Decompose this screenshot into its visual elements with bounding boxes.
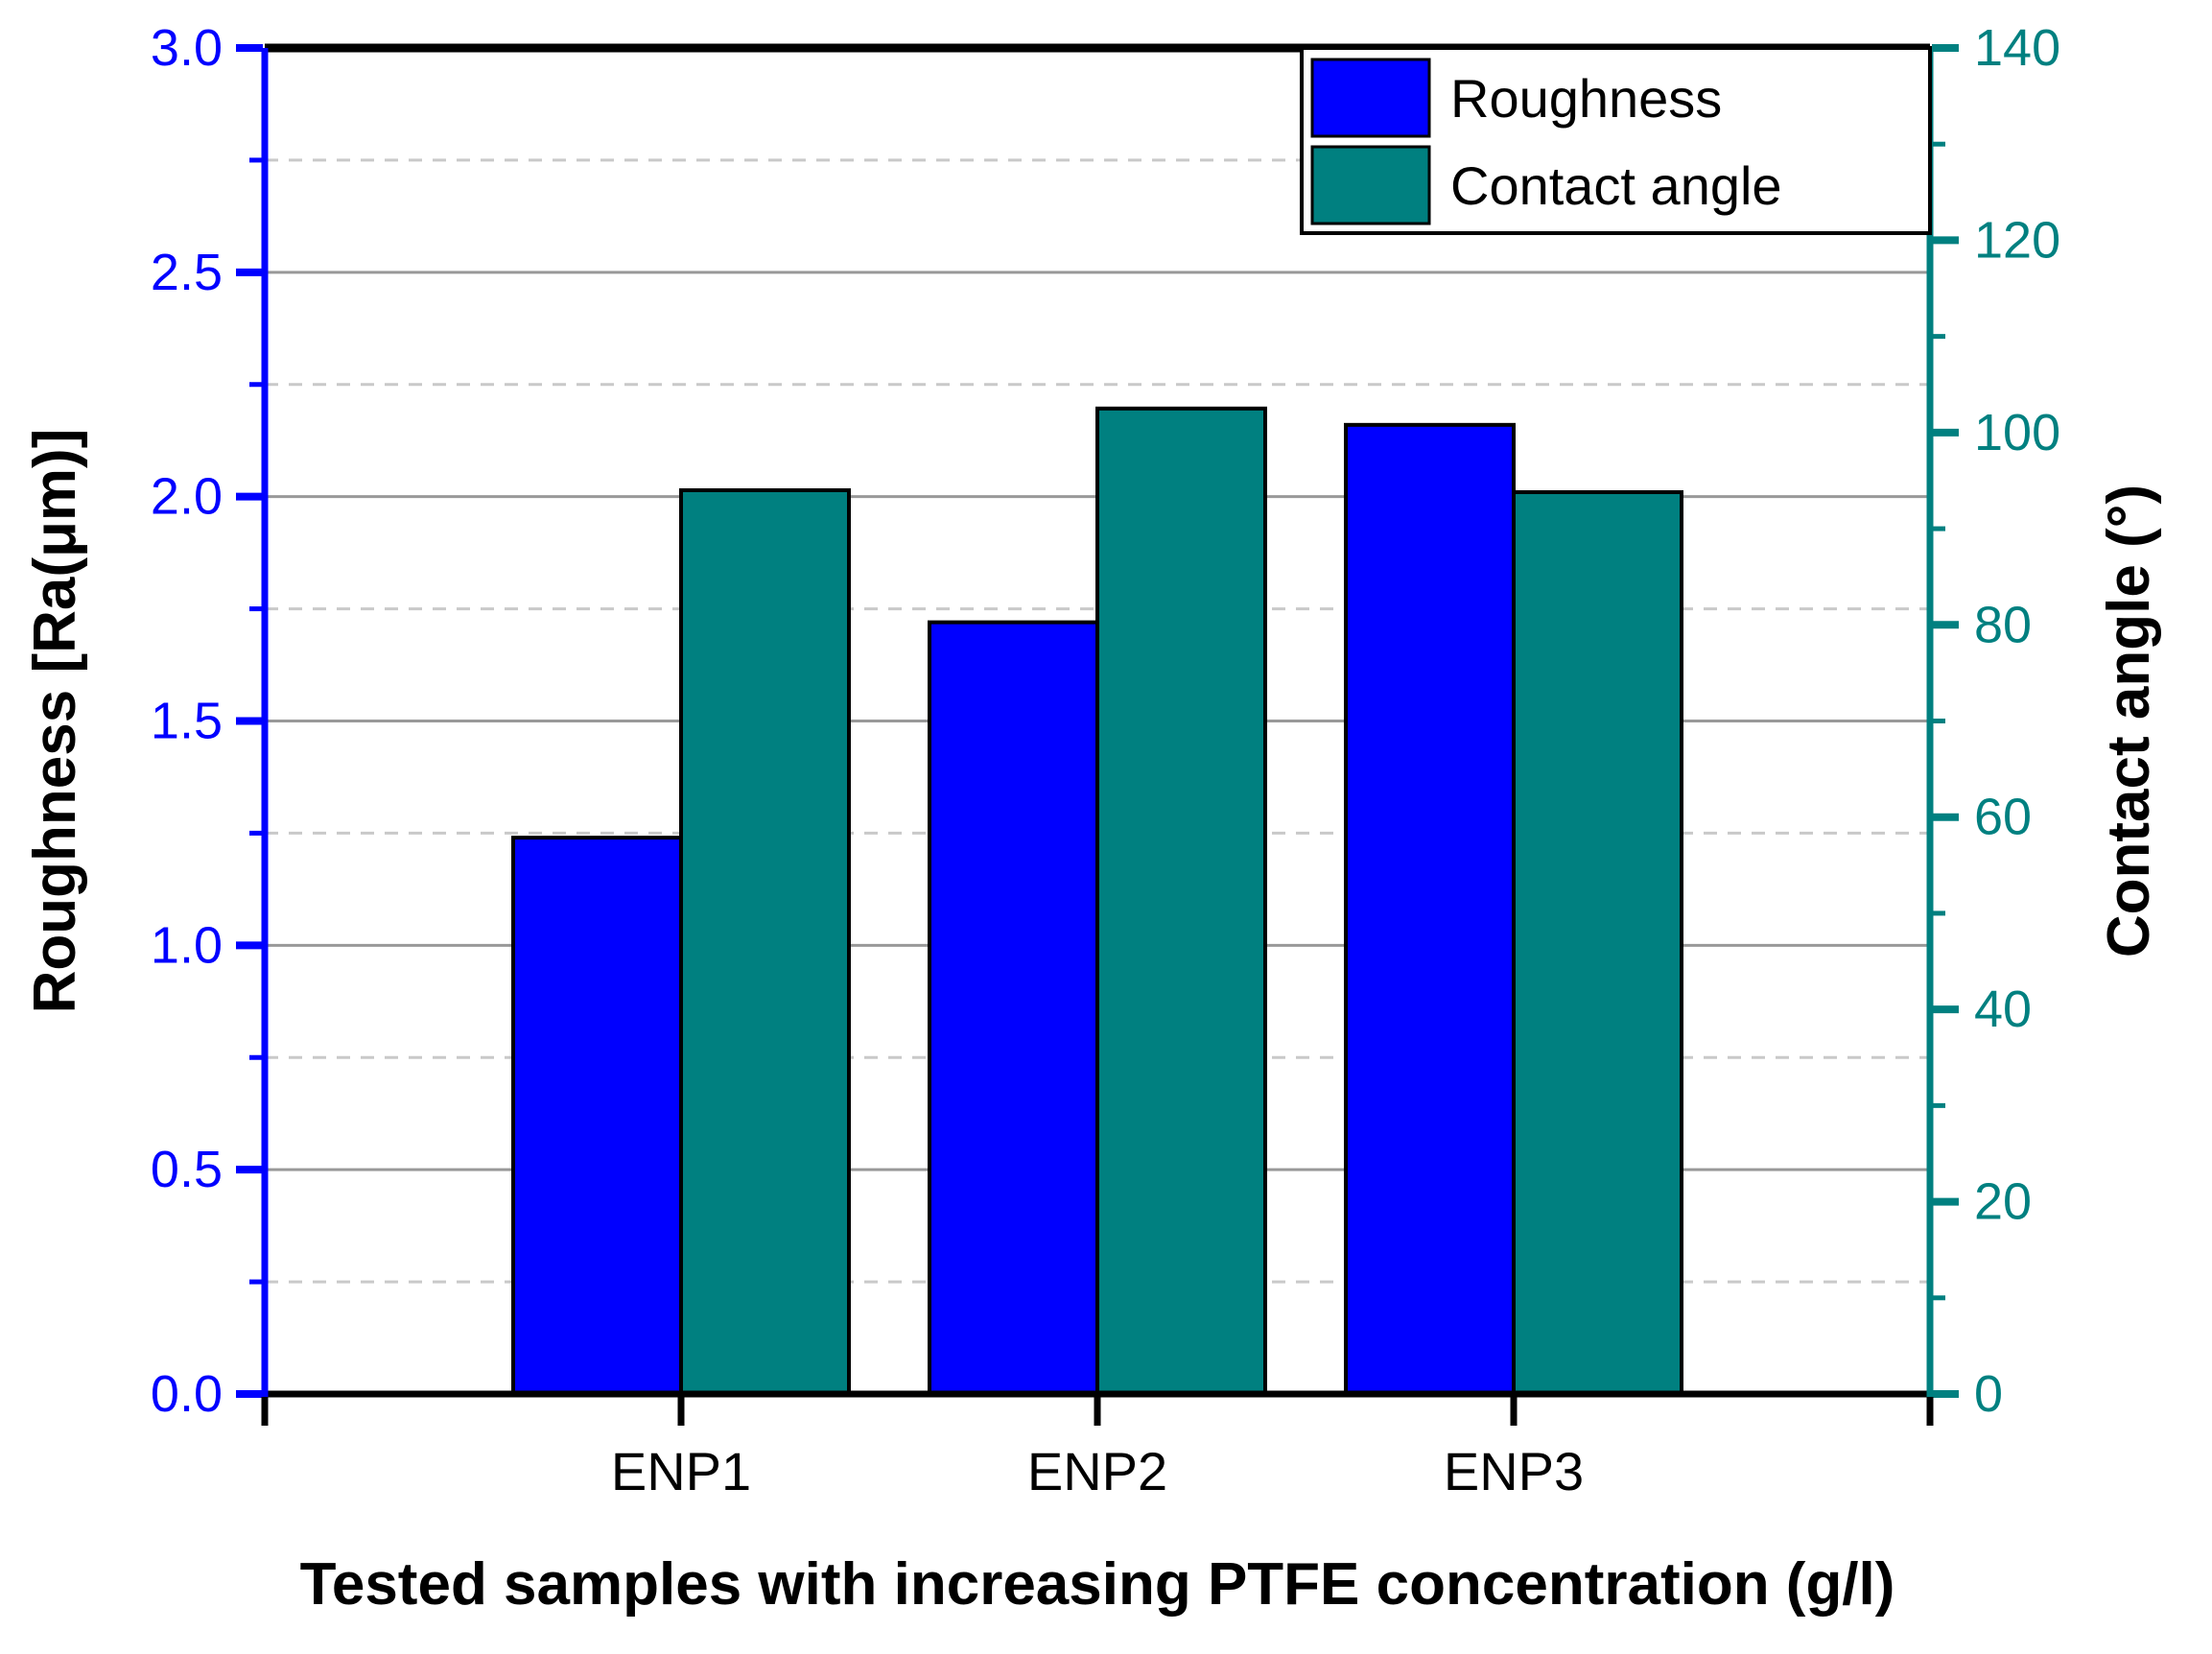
x-axis-category-label: ENP3	[1444, 1441, 1584, 1501]
x-axis-category-label: ENP2	[1027, 1441, 1167, 1501]
right-axis-title: Contact angle (°)	[2096, 484, 2162, 957]
right-axis-tick-label: 0	[1974, 1365, 2003, 1423]
left-axis-tick-label: 1.5	[151, 693, 223, 750]
bar-roughness-enp1	[511, 836, 683, 1396]
right-axis-tick-label: 20	[1974, 1173, 2032, 1231]
left-axis-title: Roughness [Ra(μm)]	[22, 429, 88, 1014]
bar-contact-angle-enp2	[1095, 406, 1267, 1396]
bar-roughness-enp2	[928, 620, 1099, 1396]
left-axis-tick-label: 2.0	[151, 468, 223, 526]
right-axis-tick-label: 120	[1974, 211, 2060, 269]
left-axis-tick-label: 2.5	[151, 244, 223, 301]
legend-swatch-contact-angle	[1310, 145, 1431, 225]
bar-contact-angle-enp1	[679, 487, 851, 1396]
right-axis-tick-label: 60	[1974, 789, 2032, 846]
right-axis-tick-label: 100	[1974, 404, 2060, 461]
legend-label-roughness: Roughness	[1450, 68, 1722, 129]
right-axis-tick-label: 80	[1974, 596, 2032, 653]
left-axis-tick-label: 0.5	[151, 1141, 223, 1198]
bar-contact-angle-enp3	[1512, 489, 1683, 1396]
legend: Roughness Contact angle	[1300, 46, 1932, 235]
x-axis-title: Tested samples with increasing PTFE conc…	[300, 1551, 1895, 1618]
left-axis-tick-label: 1.0	[151, 916, 223, 974]
legend-label-contact-angle: Contact angle	[1450, 155, 1782, 216]
left-axis-tick-label: 0.0	[151, 1365, 223, 1423]
bar-roughness-enp3	[1344, 422, 1516, 1396]
right-axis-tick-label: 40	[1974, 981, 2032, 1038]
x-axis-category-label: ENP1	[611, 1441, 751, 1501]
left-axis-tick-label: 3.0	[151, 19, 223, 77]
right-axis-tick-label: 140	[1974, 19, 2060, 77]
legend-swatch-roughness	[1310, 58, 1431, 138]
